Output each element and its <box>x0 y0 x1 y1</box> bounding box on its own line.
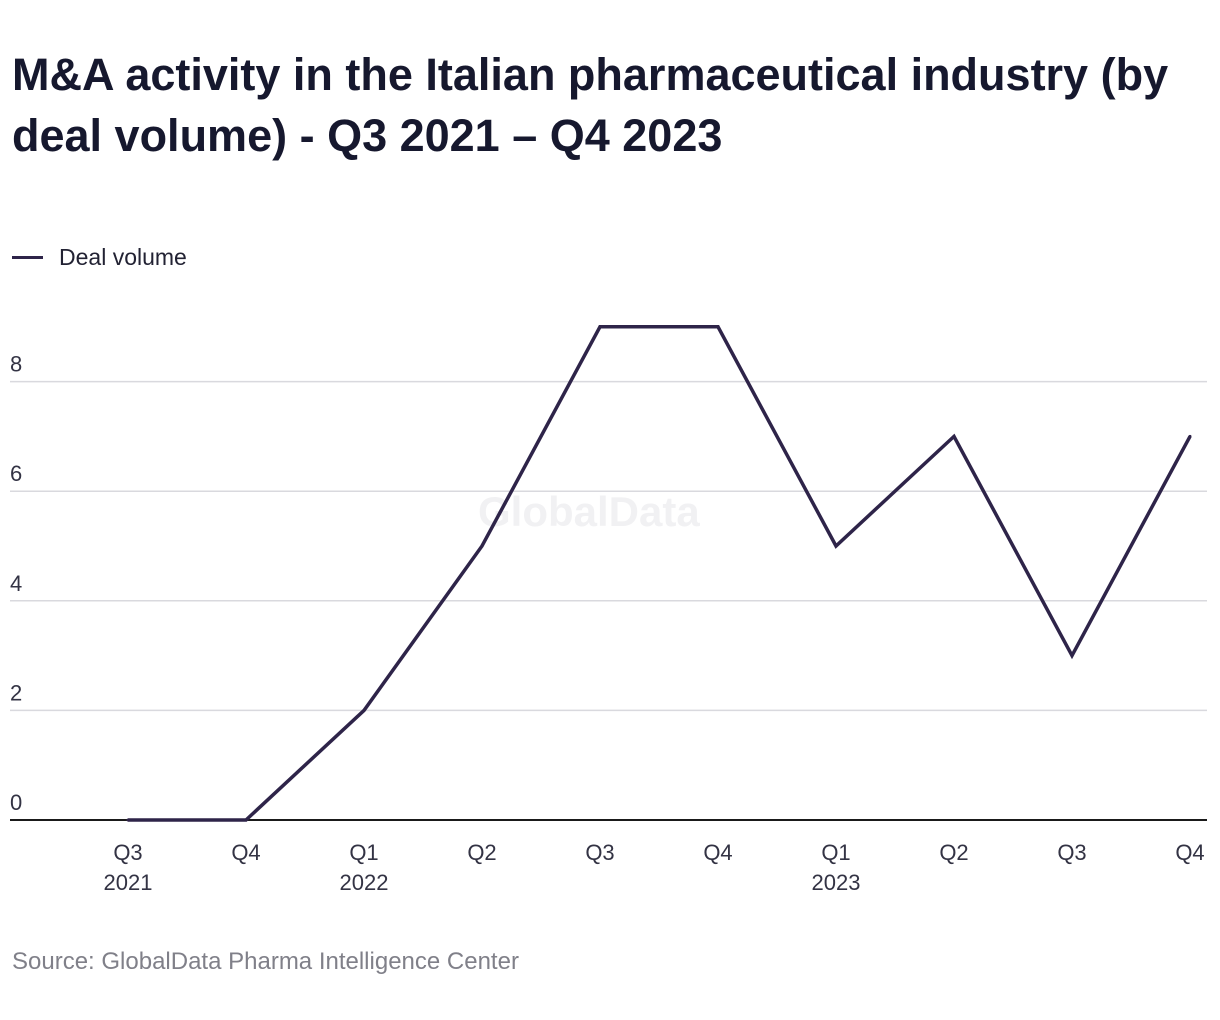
data-point <box>598 325 602 329</box>
x-tick-year-label: 2023 <box>812 870 861 895</box>
data-point <box>716 325 720 329</box>
x-tick-label: Q3 <box>113 840 142 865</box>
source-note: Source: GlobalData Pharma Intelligence C… <box>12 948 519 975</box>
chart-title: M&A activity in the Italian pharmaceutic… <box>12 49 1169 161</box>
gridlines <box>10 380 1207 821</box>
x-tick-label: Q2 <box>467 840 496 865</box>
y-tick-label: 2 <box>10 680 22 705</box>
legend: Deal volume <box>12 242 187 272</box>
series-layer <box>126 325 1192 822</box>
series-line-deal-volume <box>128 325 1192 822</box>
x-tick-label: Q1 <box>349 840 378 865</box>
data-point <box>1188 434 1192 438</box>
data-point <box>362 708 366 712</box>
x-tick-label: Q1 <box>821 840 850 865</box>
data-point <box>244 818 248 822</box>
data-point <box>834 544 838 548</box>
y-tick-label: 6 <box>10 461 22 486</box>
x-tick-label: Q2 <box>939 840 968 865</box>
y-tick-label: 0 <box>10 790 22 815</box>
y-tick-label: 4 <box>10 571 22 596</box>
x-tick-label: Q3 <box>1057 840 1086 865</box>
x-tick-label: Q4 <box>231 840 260 865</box>
x-tick-label: Q4 <box>703 840 732 865</box>
x-tick-label: Q4 <box>1175 840 1204 865</box>
y-axis-ticks: 0 2 4 6 8 <box>10 352 22 815</box>
y-tick-label: 8 <box>10 352 22 377</box>
data-point <box>1070 654 1074 658</box>
data-point <box>480 544 484 548</box>
data-point <box>952 434 956 438</box>
x-axis-ticks: Q3 2021 Q4 Q1 2022 Q2 Q3 Q4 Q1 2023 Q2 Q3 Q4 <box>104 840 1205 895</box>
data-point <box>126 818 130 822</box>
x-tick-year-label: 2021 <box>104 870 153 895</box>
legend-swatch <box>12 255 43 259</box>
x-tick-year-label: 2022 <box>340 870 389 895</box>
legend-label: Deal volume <box>59 243 187 270</box>
x-tick-label: Q3 <box>585 840 614 865</box>
watermark: GlobalData <box>478 488 700 535</box>
